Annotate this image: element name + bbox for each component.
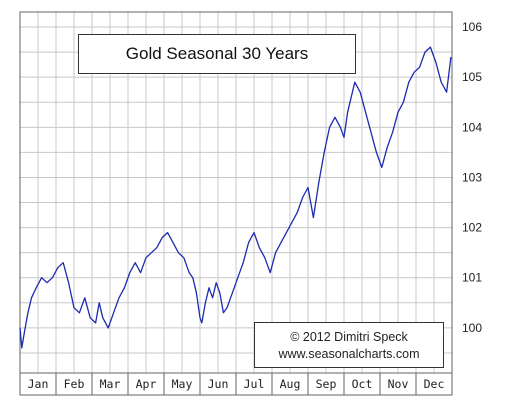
x-tick-label: Sep xyxy=(316,377,337,391)
x-tick-label: Jan xyxy=(28,377,49,391)
series-line xyxy=(19,46,452,349)
month-labels: Jan Feb Mar Apr May Jun Jul Aug Sep Oct Nov Dec xyxy=(28,377,445,391)
credit-website: www.seasonalcharts.com xyxy=(278,347,420,361)
axes xyxy=(19,11,453,396)
x-tick-label: Jul xyxy=(244,377,265,391)
x-tick-label: Jun xyxy=(208,377,229,391)
y-tick-label: 101 xyxy=(462,271,482,285)
x-tick-label: Dec xyxy=(424,377,445,391)
x-tick-label: Feb xyxy=(64,377,85,391)
y-tick-label: 105 xyxy=(462,70,482,84)
series-line-layer xyxy=(19,46,452,349)
x-tick-label: Aug xyxy=(280,377,301,391)
x-tick-label: Oct xyxy=(352,377,373,391)
chart-title-text: Gold Seasonal 30 Years xyxy=(125,44,309,63)
y-tick-label: 100 xyxy=(462,321,482,335)
x-tick-label: Mar xyxy=(100,377,121,391)
y-tick-label: 103 xyxy=(462,170,482,184)
credit-copyright: © 2012 Dimitri Speck xyxy=(290,330,408,344)
y-tick-label: 102 xyxy=(462,221,482,235)
x-tick-label: Apr xyxy=(136,377,157,391)
y-tick-label: 104 xyxy=(462,120,482,134)
x-tick-label: May xyxy=(172,377,193,391)
y-tick-label: 106 xyxy=(462,20,482,34)
chart-title: Gold Seasonal 30 Years xyxy=(78,34,356,74)
x-tick-label: Nov xyxy=(388,377,409,391)
credit-box: © 2012 Dimitri Speck www.seasonalcharts.… xyxy=(254,322,444,368)
y-tick-labels: 100 101 102 103 104 105 106 xyxy=(462,20,482,335)
